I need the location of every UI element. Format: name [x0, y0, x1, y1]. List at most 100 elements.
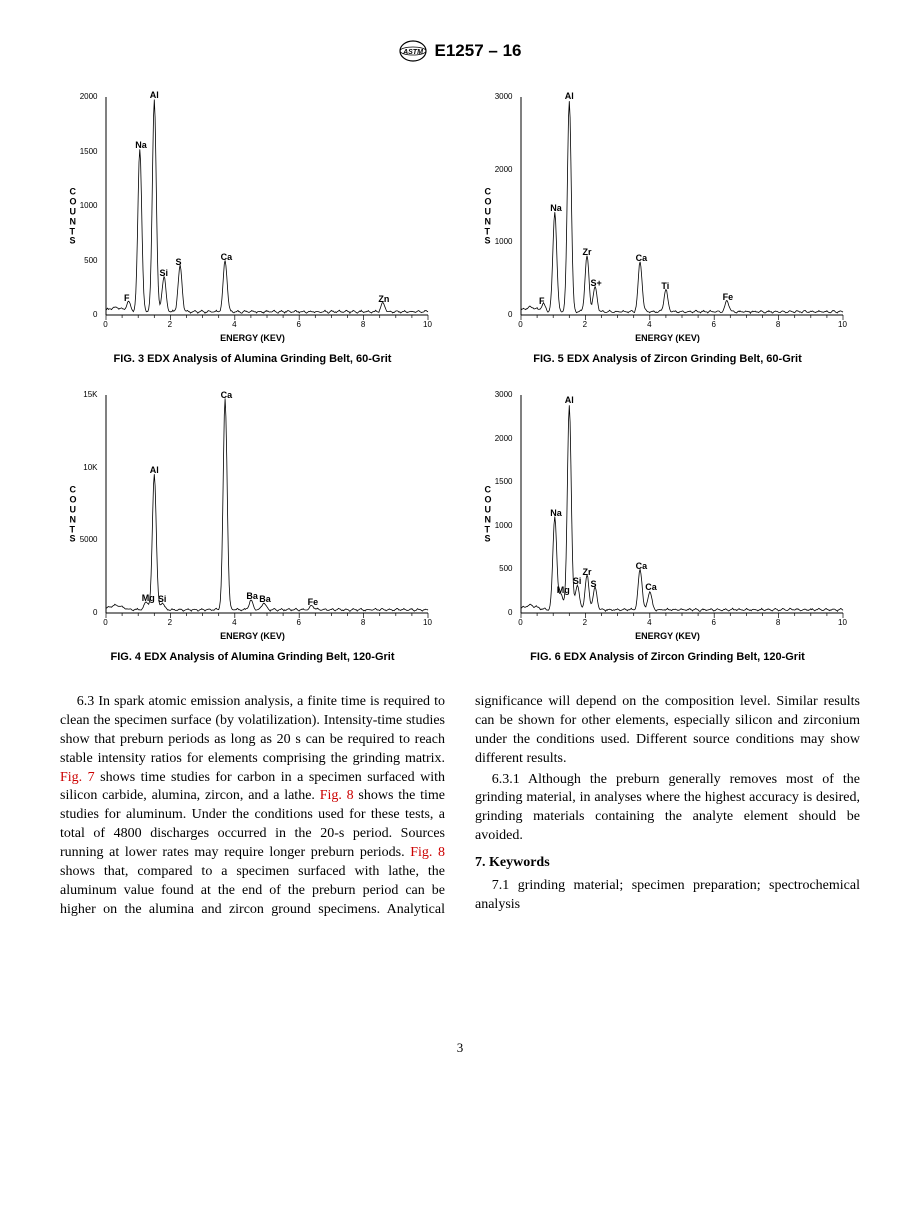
y-tick: 3000	[483, 92, 513, 101]
x-tick: 8	[361, 618, 365, 627]
para-6-3-1: 6.3.1 Although the preburn generally rem…	[475, 771, 860, 847]
y-tick: 3000	[483, 390, 513, 399]
fig5-caption: FIG. 5 EDX Analysis of Zircon Grinding B…	[533, 353, 802, 365]
x-tick: 4	[232, 618, 236, 627]
peak-label: Ca	[636, 253, 648, 263]
peak-label: Na	[135, 140, 147, 150]
x-tick: 8	[361, 320, 365, 329]
peak-label: F	[539, 296, 545, 306]
figure-4: COUNTSENERGY (KEV)15K10K500000246810MgAl…	[60, 385, 445, 663]
figures-grid: COUNTSENERGY (KEV)2000150010005000024681…	[60, 87, 860, 663]
peak-label: S+	[591, 278, 602, 288]
peak-label: Mg	[142, 593, 155, 603]
y-axis-label: COUNTS	[70, 187, 77, 246]
y-tick: 15K	[68, 390, 98, 399]
x-tick: 4	[647, 618, 651, 627]
peak-label: Zr	[583, 567, 592, 577]
y-tick: 10K	[68, 463, 98, 472]
x-tick: 6	[296, 618, 300, 627]
peak-label: Si	[573, 576, 582, 586]
y-tick: 500	[483, 564, 513, 573]
x-tick: 4	[232, 320, 236, 329]
peak-label: Ti	[661, 281, 669, 291]
x-axis-label: ENERGY (KEV)	[635, 333, 700, 343]
x-tick: 0	[103, 320, 107, 329]
y-tick: 500	[68, 256, 98, 265]
peak-label: Zn	[378, 294, 389, 304]
body-text: 6.3 In spark atomic emission analysis, a…	[60, 693, 860, 920]
y-tick: 0	[68, 608, 98, 617]
x-tick: 8	[776, 320, 780, 329]
fig8-link-2[interactable]: Fig. 8	[410, 845, 445, 860]
peak-label: Al	[565, 395, 574, 405]
x-tick: 6	[711, 320, 715, 329]
x-axis-label: ENERGY (KEV)	[220, 631, 285, 641]
x-tick: 2	[583, 618, 587, 627]
x-axis-label: ENERGY (KEV)	[220, 333, 285, 343]
y-tick: 1500	[68, 147, 98, 156]
fig3-caption: FIG. 3 EDX Analysis of Alumina Grinding …	[114, 353, 392, 365]
peak-label: Zr	[583, 247, 592, 257]
peak-label: Al	[565, 91, 574, 101]
peak-label: Si	[159, 268, 168, 278]
y-tick: 0	[483, 310, 513, 319]
y-tick: 2000	[68, 92, 98, 101]
x-tick: 2	[168, 618, 172, 627]
x-tick: 10	[838, 320, 847, 329]
peak-label: Si	[158, 594, 167, 604]
y-tick: 1000	[68, 201, 98, 210]
peak-label: Ca	[221, 390, 233, 400]
peak-label: Ca	[636, 561, 648, 571]
peak-label: F	[124, 293, 130, 303]
y-tick: 1000	[483, 521, 513, 530]
section-7-head: 7. Keywords	[475, 854, 860, 873]
fig7-link[interactable]: Fig. 7	[60, 770, 95, 785]
x-axis-label: ENERGY (KEV)	[635, 631, 700, 641]
x-tick: 2	[583, 320, 587, 329]
peak-label: Ca	[221, 252, 233, 262]
peak-label: Ca	[645, 582, 657, 592]
peak-label: S	[591, 579, 597, 589]
peak-label: Na	[550, 203, 562, 213]
x-tick: 6	[711, 618, 715, 627]
x-tick: 10	[838, 618, 847, 627]
y-tick: 2000	[483, 165, 513, 174]
peak-label: Ba	[259, 594, 271, 604]
fig4-caption: FIG. 4 EDX Analysis of Alumina Grinding …	[110, 651, 394, 663]
astm-logo-icon: ASTM	[399, 40, 427, 62]
peak-label: Fe	[723, 292, 734, 302]
peak-label: Ba	[246, 591, 258, 601]
doc-id: E1257 – 16	[435, 41, 522, 61]
page-number: 3	[60, 1040, 860, 1056]
svg-text:ASTM: ASTM	[402, 49, 423, 56]
figure-3: COUNTS ENERGY (KEV) 2000 1500 1000 500 00 2 4 6 8 1…	[60, 87, 445, 365]
page-header: ASTM E1257 – 16	[60, 40, 860, 62]
peak-label: Al	[150, 90, 159, 100]
fig6-caption: FIG. 6 EDX Analysis of Zircon Grinding B…	[530, 651, 805, 663]
peak-label: Fe	[308, 597, 319, 607]
x-tick: 0	[518, 618, 522, 627]
peak-label: Mg	[557, 585, 570, 595]
y-tick: 0	[68, 310, 98, 319]
x-tick: 0	[518, 320, 522, 329]
fig8-link[interactable]: Fig. 8	[320, 788, 354, 803]
y-axis-label: COUNTS	[485, 485, 492, 544]
y-tick: 0	[483, 608, 513, 617]
x-tick: 2	[168, 320, 172, 329]
x-tick: 10	[423, 618, 432, 627]
figure-6: COUNTS ENERGY (KEV) 3000 2000 1500 1000 500 00 2…	[475, 385, 860, 663]
y-tick: 1500	[483, 477, 513, 486]
para-7-1: 7.1 grinding material; specimen preparat…	[475, 877, 860, 915]
y-tick: 1000	[483, 237, 513, 246]
peak-label: S	[176, 257, 182, 267]
peak-label: Al	[150, 465, 159, 475]
peak-label: Na	[550, 508, 562, 518]
x-tick: 8	[776, 618, 780, 627]
figure-5: COUNTSENERGY (KEV)30002000100000246810FN…	[475, 87, 860, 365]
x-tick: 0	[103, 618, 107, 627]
x-tick: 4	[647, 320, 651, 329]
x-tick: 6	[296, 320, 300, 329]
y-tick: 5000	[68, 535, 98, 544]
x-tick: 10	[423, 320, 432, 329]
y-tick: 2000	[483, 434, 513, 443]
